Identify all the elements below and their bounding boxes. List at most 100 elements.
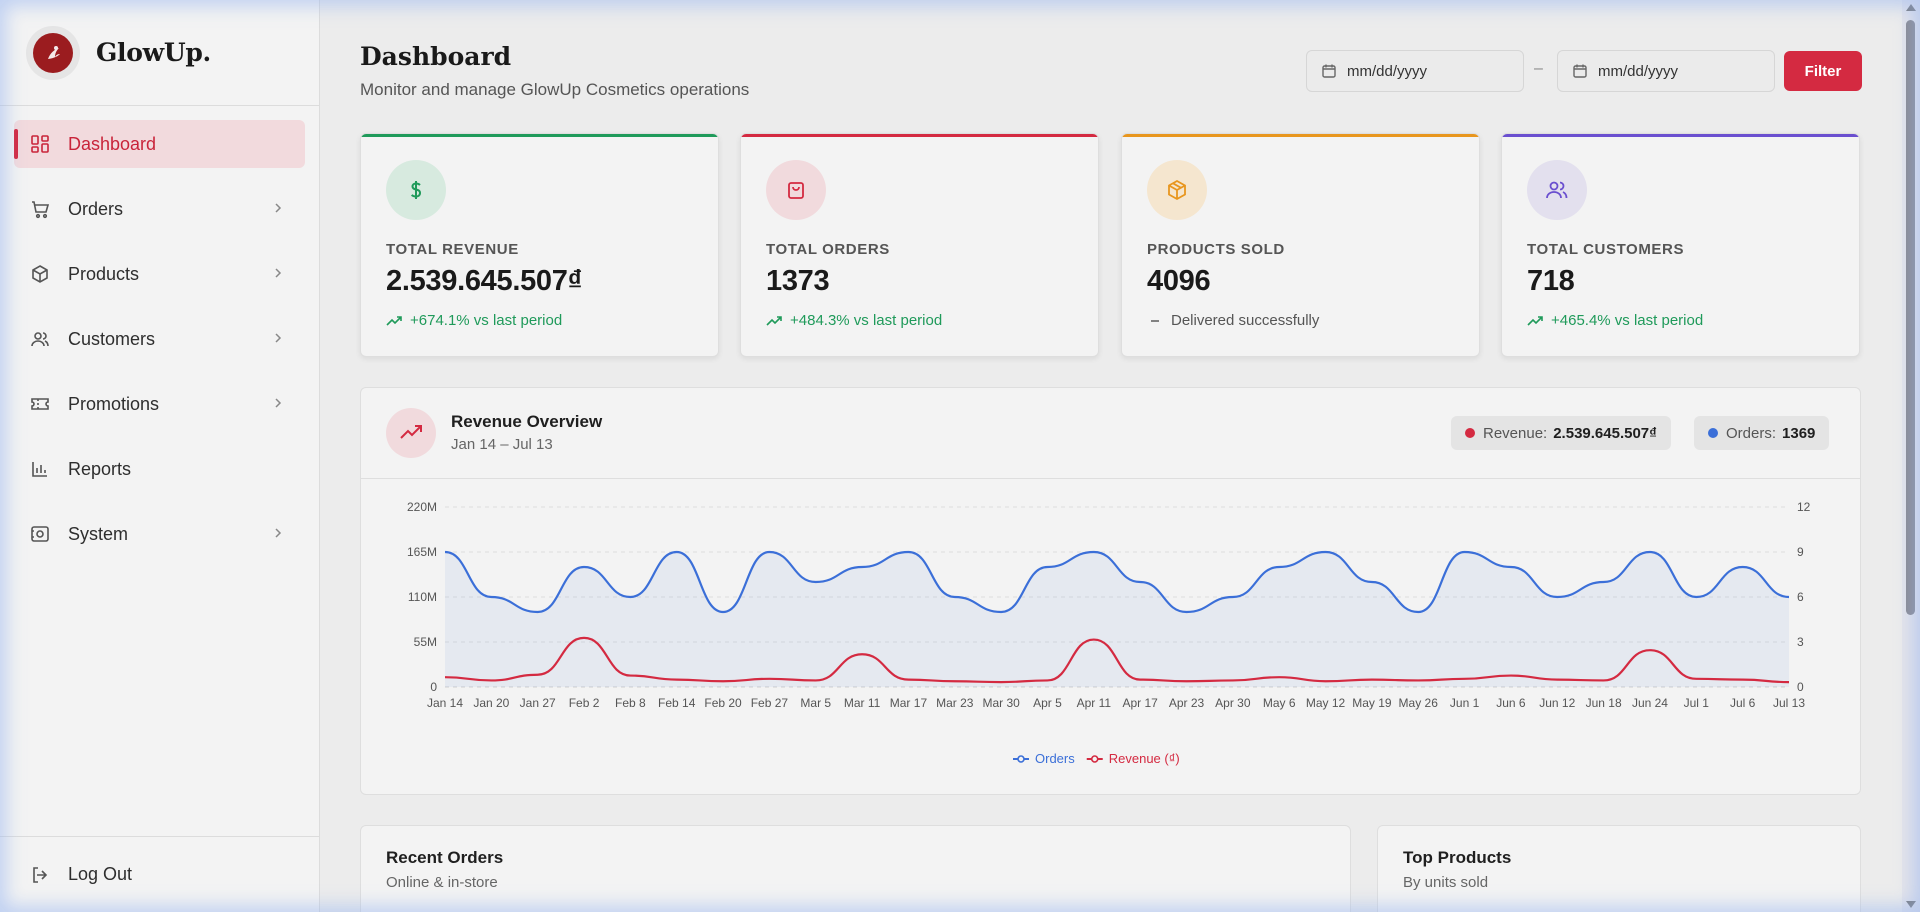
- kpi-card-orders: TOTAL ORDERS 1373 +484.3% vs last period: [740, 133, 1099, 357]
- x-tick-label: Jun 1: [1450, 696, 1480, 710]
- orders-point: [1092, 550, 1095, 553]
- revenue-point: [1741, 678, 1744, 681]
- x-tick-label: Mar 30: [982, 696, 1020, 710]
- orders-point: [1046, 565, 1049, 568]
- filter-button[interactable]: Filter: [1784, 51, 1862, 91]
- sidebar-item-orders[interactable]: Orders: [14, 185, 305, 233]
- legend-label: Orders: [1035, 751, 1075, 766]
- kpi-card-products-sold: PRODUCTS SOLD 4096 Delivered successfull…: [1121, 133, 1480, 357]
- x-tick-label: Mar 5: [800, 696, 831, 710]
- x-tick-label: Feb 20: [704, 696, 742, 710]
- sidebar-nav: Dashboard Orders Products Customers: [0, 106, 319, 589]
- logout-icon: [30, 865, 50, 885]
- revenue-point: [1787, 680, 1790, 683]
- y-left-tick-label: 220M: [407, 500, 437, 514]
- scroll-up-arrow-icon[interactable]: [1906, 4, 1916, 11]
- revenue-point: [907, 678, 910, 681]
- kpi-value: 2.539.645.507₫: [386, 265, 583, 297]
- card-subtitle: By units sold: [1403, 874, 1489, 891]
- orders-point: [861, 565, 864, 568]
- calendar-icon: [1322, 64, 1336, 78]
- orders-area: [445, 552, 1789, 687]
- y-right-tick-label: 9: [1797, 545, 1804, 559]
- chart-title: Revenue Overview: [451, 412, 603, 431]
- sidebar-item-system[interactable]: System: [14, 510, 305, 558]
- calendar-icon: [1573, 64, 1587, 78]
- sidebar-item-customers[interactable]: Customers: [14, 315, 305, 363]
- orders-point: [582, 565, 585, 568]
- orders-point: [490, 595, 493, 598]
- revenue-point: [1324, 680, 1327, 683]
- revenue-line: [444, 636, 1790, 684]
- x-tick-label: Apr 5: [1033, 696, 1062, 710]
- orders-point: [1370, 580, 1373, 583]
- dash-icon: [1151, 319, 1159, 322]
- sidebar-item-label: Products: [68, 263, 140, 284]
- revenue-point: [953, 680, 956, 683]
- revenue-overview-card: Revenue Overview Jan 14 – Jul 13 Revenue…: [360, 387, 1861, 795]
- date-from-placeholder: mm/dd/yyyy: [1347, 62, 1428, 80]
- card-title: Recent Orders: [386, 848, 504, 867]
- sidebar-item-products[interactable]: Products: [14, 250, 305, 298]
- orders-point: [953, 595, 956, 598]
- orders-point: [768, 550, 771, 553]
- sidebar-item-promotions[interactable]: Promotions: [14, 380, 305, 428]
- page-scrollbar[interactable]: [1902, 0, 1920, 912]
- x-tick-label: Jun 18: [1586, 696, 1622, 710]
- revenue-point: [1509, 674, 1512, 677]
- revenue-point: [1370, 678, 1373, 681]
- x-tick-label: Mar 17: [890, 696, 928, 710]
- sidebar-item-dashboard[interactable]: Dashboard: [14, 120, 305, 168]
- x-tick-label: Jul 13: [1773, 696, 1805, 710]
- revenue-point: [1648, 649, 1651, 652]
- revenue-point: [1231, 679, 1234, 682]
- date-from-input[interactable]: mm/dd/yyyy: [1306, 50, 1524, 92]
- revenue-point: [768, 677, 771, 680]
- sidebar-item-label: Customers: [68, 328, 156, 349]
- users-icon: [30, 329, 50, 349]
- chevron-right-icon: [275, 528, 282, 538]
- sidebar-item-label: Orders: [68, 198, 124, 219]
- date-to-input[interactable]: mm/dd/yyyy: [1557, 50, 1775, 92]
- logout-button[interactable]: Log Out: [0, 836, 319, 912]
- orders-point: [629, 595, 632, 598]
- sidebar-item-label: System: [68, 523, 129, 544]
- ticket-icon: [30, 394, 50, 414]
- logout-label: Log Out: [68, 864, 133, 884]
- scroll-down-arrow-icon[interactable]: [1906, 901, 1916, 908]
- y-left-tick-label: 165M: [407, 545, 437, 559]
- x-tick-label: May 12: [1306, 696, 1346, 710]
- orders-summary-pill: Orders: 1369: [1694, 416, 1830, 450]
- x-tick-label: Apr 23: [1169, 696, 1205, 710]
- revenue-point: [675, 678, 678, 681]
- y-right-tick-label: 12: [1797, 500, 1811, 514]
- trend-up-icon: [386, 315, 402, 326]
- orders-point: [1556, 595, 1559, 598]
- kpi-trend: +465.4% vs last period: [1527, 312, 1703, 329]
- date-to-placeholder: mm/dd/yyyy: [1598, 62, 1679, 80]
- revenue-orders-chart[interactable]: 0 55M 110M 165M 220M 0 3 6 9 12 Jan 14 Jan 20 Jan 27…: [361, 480, 1861, 792]
- orders-point: [721, 610, 724, 613]
- scroll-thumb[interactable]: [1906, 20, 1915, 615]
- orders-point: [1417, 610, 1420, 613]
- x-tick-label: May 26: [1399, 696, 1439, 710]
- orders-point: [1787, 595, 1790, 598]
- sidebar-item-reports[interactable]: Reports: [14, 445, 305, 493]
- y-right-tick-label: 6: [1797, 590, 1804, 604]
- x-tick-label: Feb 14: [658, 696, 696, 710]
- y-right-tick-label: 3: [1797, 635, 1804, 649]
- chevron-right-icon: [275, 333, 282, 343]
- revenue-point: [721, 680, 724, 683]
- recent-orders-card: Recent Orders Online & in-store: [360, 825, 1351, 912]
- orders-point: [1139, 580, 1142, 583]
- orders-point: [1602, 580, 1605, 583]
- brand[interactable]: GlowUp.: [0, 0, 319, 106]
- kpi-card-revenue: TOTAL REVENUE 2.539.645.507₫ +674.1% vs …: [360, 133, 719, 357]
- revenue-summary-pill: Revenue: 2.539.645.507₫: [1451, 416, 1671, 450]
- kpi-value: 4096: [1147, 265, 1211, 297]
- orders-point: [536, 610, 539, 613]
- kpi-value: 1373: [766, 265, 830, 297]
- sidebar-item-label: Promotions: [68, 393, 160, 414]
- page-title: Dashboard: [360, 42, 512, 71]
- x-tick-label: Feb 27: [751, 696, 789, 710]
